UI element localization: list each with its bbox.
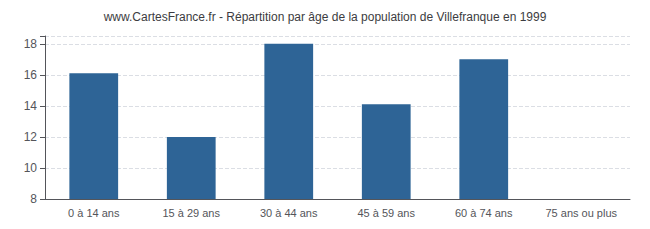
svg-text:30 à 44 ans: 30 à 44 ans [260,207,318,219]
svg-text:60 à 74 ans: 60 à 74 ans [455,207,513,219]
svg-text:75 ans ou plus: 75 ans ou plus [545,207,617,219]
svg-text:www.CartesFrance.fr - Répartit: www.CartesFrance.fr - Répartition par âg… [103,10,547,24]
svg-text:15 à 29 ans: 15 à 29 ans [163,207,221,219]
svg-text:18: 18 [24,37,38,51]
svg-text:12: 12 [24,130,38,144]
svg-text:10: 10 [24,161,38,175]
svg-text:8: 8 [30,192,37,206]
svg-text:0 à 14 ans: 0 à 14 ans [68,207,120,219]
svg-text:16: 16 [24,68,38,82]
svg-text:45 à 59 ans: 45 à 59 ans [358,207,416,219]
svg-text:14: 14 [24,99,38,113]
